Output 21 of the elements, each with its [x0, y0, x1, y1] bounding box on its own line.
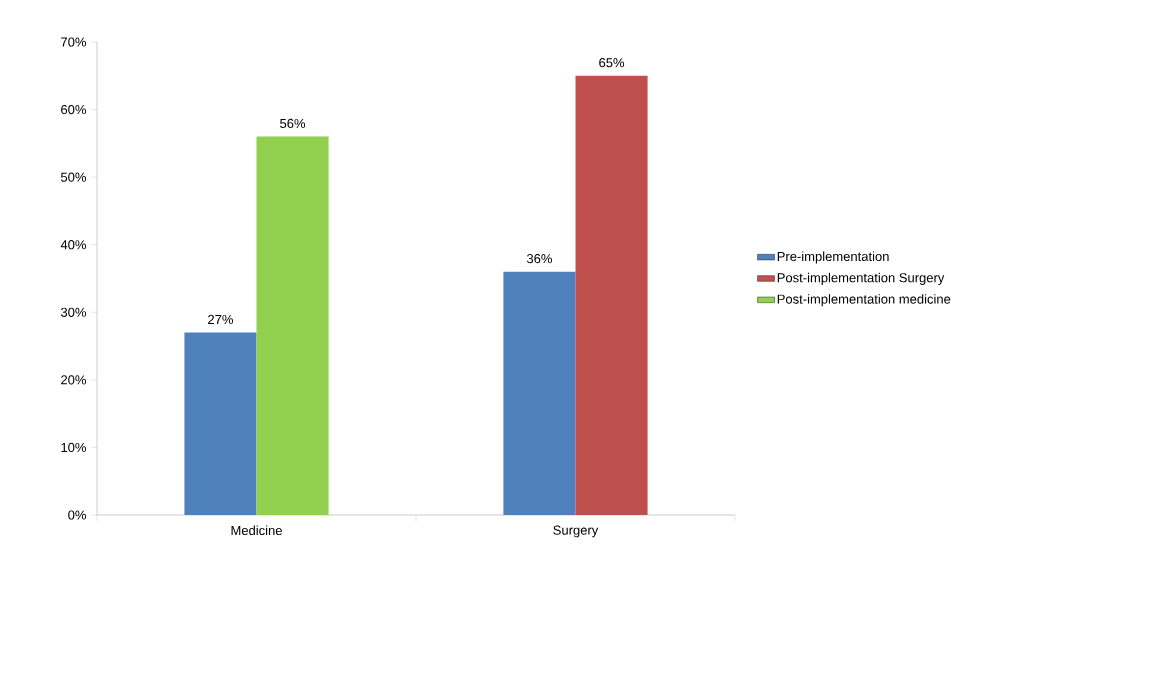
y-tick-label: 0% [68, 510, 86, 520]
x-tick-label: Medicine [231, 525, 282, 536]
data-label: 27% [208, 314, 233, 325]
bar [256, 136, 329, 515]
x-tick-label: Surgery [553, 525, 599, 538]
y-tick-label: 70% [61, 37, 86, 47]
y-tick-label: 50% [60, 172, 86, 182]
legend-label: Post-implementation Surgery [777, 272, 945, 285]
legend-label: Pre-implementation [777, 251, 889, 264]
y-tick-label: 20% [61, 375, 86, 385]
y-tick-label: 40% [60, 240, 86, 250]
bar [184, 332, 257, 515]
y-tick-label: 30% [60, 307, 86, 317]
bar [575, 75, 648, 515]
legend-label: Post-implementation medicine [777, 294, 951, 307]
y-tick-label: 10% [61, 442, 86, 453]
y-tick-label: 60% [61, 104, 86, 115]
data-label: 36% [526, 254, 552, 264]
data-label: 56% [280, 118, 306, 129]
bar [503, 271, 576, 515]
data-label: 65% [599, 58, 625, 68]
